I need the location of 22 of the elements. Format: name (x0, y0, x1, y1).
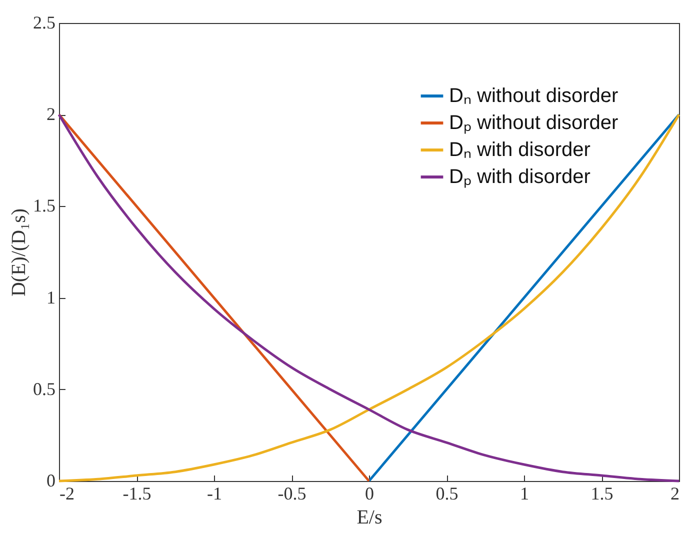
x-tick-label: -1 (207, 484, 222, 504)
x-tick-label: -2 (60, 484, 74, 504)
y-tick-label: 2 (46, 104, 56, 124)
y-tick-label: 0 (46, 470, 56, 490)
y-axis-title: D(E)/(D₁s) (8, 208, 30, 297)
y-tick-label: 1 (46, 287, 56, 308)
x-tick-label: 0.5 (436, 484, 458, 504)
x-tick-label: -1.5 (122, 484, 152, 504)
x-tick-label: -0.5 (278, 484, 306, 504)
x-tick-label: 2 (670, 484, 680, 504)
x-axis-title: E/s (356, 506, 382, 528)
x-tick-label: 1.5 (590, 484, 614, 504)
legend-label: Dₙ without disorder (449, 85, 619, 107)
legend-label: Dₚ with disorder (449, 166, 591, 188)
legend-label: Dₚ without disorder (449, 112, 619, 134)
legend-label: Dₙ with disorder (449, 139, 591, 161)
y-tick-label: 2.5 (33, 12, 56, 32)
line-series (58, 113, 680, 482)
x-tick-label: 0 (365, 484, 374, 504)
y-tick-label: 1.5 (33, 196, 56, 216)
y-tick-label: 0.5 (33, 378, 56, 399)
x-tick-label: 1 (520, 484, 529, 504)
